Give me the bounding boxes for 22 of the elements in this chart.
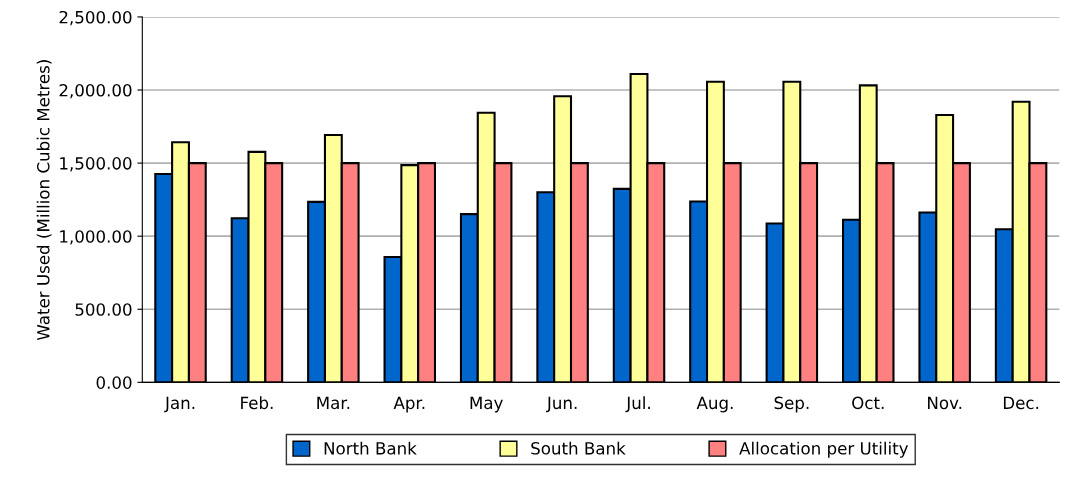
y-tick-label: 2,500.00 bbox=[59, 10, 132, 26]
y-tick-label: 500.00 bbox=[75, 303, 132, 316]
x-tick-label: Mar. bbox=[317, 396, 350, 410]
legend-label: South Bank bbox=[531, 441, 626, 455]
x-tick-label: Jun. bbox=[546, 396, 577, 413]
x-tick-label: Nov. bbox=[928, 396, 962, 410]
y-tick-label: 0.00 bbox=[96, 376, 132, 389]
y-axis-title: Water Used (Million Cubic Metres) bbox=[36, 60, 52, 341]
legend-label: Allocation per Utility bbox=[739, 441, 909, 458]
x-tick-label: Feb. bbox=[241, 396, 273, 410]
x-tick-label: Jul. bbox=[625, 396, 650, 413]
legend-label: North Bank bbox=[324, 441, 417, 455]
x-tick-label: Sep. bbox=[774, 396, 809, 413]
x-tick-label: Jan. bbox=[164, 396, 195, 413]
y-tick-label: 1,000.00 bbox=[60, 230, 132, 245]
x-tick-label: May bbox=[470, 396, 503, 413]
x-tick-label: Apr. bbox=[393, 396, 425, 413]
x-tick-label: Oct. bbox=[852, 396, 884, 410]
x-tick-label: Dec. bbox=[1003, 396, 1039, 410]
y-tick-label: 1,500.00 bbox=[60, 157, 132, 172]
y-tick-label: 2,000.00 bbox=[59, 83, 132, 99]
x-tick-label: Aug. bbox=[696, 396, 733, 413]
